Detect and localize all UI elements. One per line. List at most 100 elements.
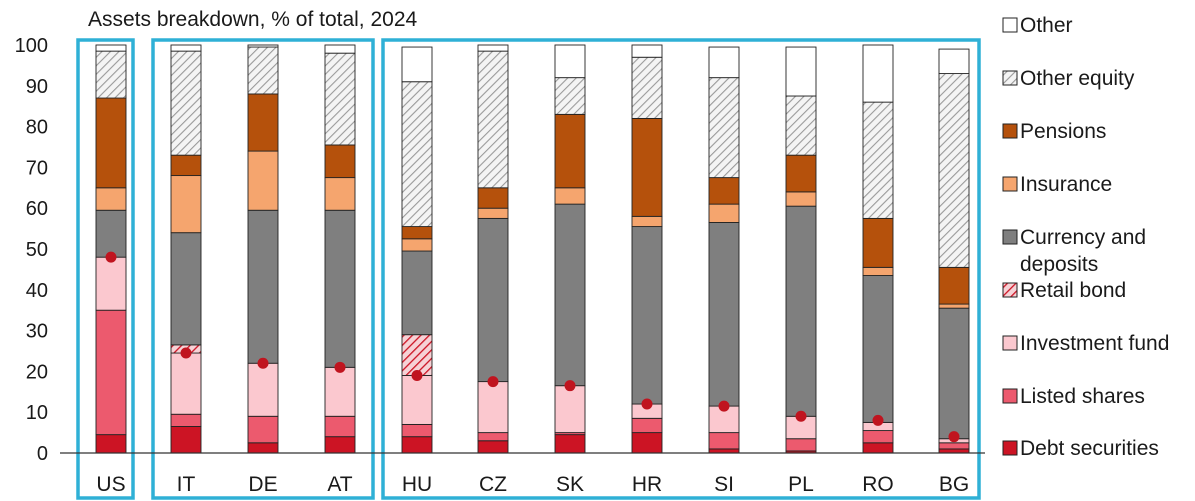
bar-segment-other-equity-ro — [862, 101, 894, 219]
y-tick-label: 40 — [26, 280, 48, 302]
y-tick-label: 100 — [15, 35, 48, 57]
bar-segment-debt-securities-hr — [631, 432, 663, 454]
marker-pl — [795, 410, 807, 422]
bar-segment-investment-fund-it — [170, 352, 202, 415]
bar-segment-currency-and-deposits-si — [708, 222, 740, 407]
x-tick-label-sk: SK — [556, 473, 584, 496]
x-tick-label-it: IT — [177, 473, 196, 496]
y-tick-label: 30 — [26, 321, 48, 343]
bar-segment-currency-and-deposits-hu — [401, 250, 433, 336]
bar-segment-other-bg — [938, 48, 970, 75]
bar-segment-listed-shares-at — [324, 415, 356, 438]
bar-stack-de — [247, 44, 279, 454]
marker-hu — [411, 369, 423, 381]
bar-segment-other-equity-hu — [401, 81, 433, 228]
legend-item-pensions: Pensions — [1002, 120, 1106, 143]
bar-segment-insurance-sk — [554, 187, 586, 205]
bar-segment-other-de — [247, 44, 279, 48]
bar-segment-listed-shares-cz — [477, 432, 509, 442]
marker-ro — [872, 414, 884, 426]
legend-label-investment-fund: Investment fund — [1020, 332, 1169, 355]
bar-segment-pensions-us — [95, 97, 127, 189]
bar-segment-currency-and-deposits-ro — [862, 275, 894, 423]
chart-title: Assets breakdown, % of total, 2024 — [88, 8, 418, 31]
bar-stack-pl — [785, 46, 817, 454]
bar-segment-other-equity-hr — [631, 56, 663, 119]
legend-swatch-currency-and-deposits — [1002, 229, 1018, 245]
bar-segment-insurance-hr — [631, 215, 663, 228]
bar-segment-pensions-hu — [401, 226, 433, 240]
marker-de — [257, 357, 269, 369]
bar-segment-other-pl — [785, 46, 817, 97]
bar-segment-debt-securities-hu — [401, 436, 433, 454]
legend: Other Other equity Pensions Insurance Curren… — [1002, 14, 1169, 460]
bar-segment-pensions-cz — [477, 187, 509, 209]
bar-segment-investment-fund-at — [324, 366, 356, 417]
bar-segment-insurance-pl — [785, 191, 817, 207]
legend-swatch-other — [1002, 17, 1018, 33]
legend-label-listed-shares: Listed shares — [1020, 385, 1145, 408]
bar-segment-other-si — [708, 46, 740, 79]
bar-segment-pensions-ro — [862, 217, 894, 268]
legend-label-currency-and-deposits: deposits — [1020, 253, 1098, 276]
bar-segment-other-equity-at — [324, 52, 356, 146]
bar-segment-debt-securities-ro — [862, 442, 894, 454]
legend-label-pensions: Pensions — [1020, 120, 1106, 143]
bar-segment-other-hu — [401, 46, 433, 83]
bar-segment-other-cz — [477, 44, 509, 52]
bar-segment-debt-securities-bg — [938, 448, 970, 454]
bar-segment-investment-fund-hu — [401, 375, 433, 425]
bar-segment-other-equity-us — [95, 50, 127, 99]
marker-bg — [948, 431, 960, 443]
marker-at — [334, 361, 346, 373]
legend-label-other-equity: Other equity — [1020, 67, 1135, 90]
bars — [95, 44, 970, 454]
x-tick-label-at: AT — [327, 473, 352, 496]
bar-segment-insurance-si — [708, 203, 740, 223]
bar-segment-other-equity-pl — [785, 95, 817, 156]
bar-segment-debt-securities-sk — [554, 434, 586, 454]
bar-segment-listed-shares-si — [708, 432, 740, 450]
legend-item-insurance: Insurance — [1002, 173, 1112, 196]
bar-segment-debt-securities-at — [324, 436, 356, 454]
bar-stack-hu — [401, 46, 433, 454]
bar-segment-listed-shares-ro — [862, 430, 894, 444]
group-box-3 — [381, 38, 981, 500]
bar-segment-currency-and-deposits-us — [95, 209, 127, 258]
legend-swatch-other-equity — [1002, 70, 1018, 86]
bar-segment-debt-securities-it — [170, 426, 202, 454]
x-tick-label-cz: CZ — [479, 473, 507, 496]
marker-us — [105, 251, 117, 263]
legend-label-other: Other — [1020, 14, 1073, 37]
x-tick-label-ro: RO — [862, 473, 894, 496]
bar-segment-currency-and-deposits-at — [324, 209, 356, 368]
legend-item-other: Other — [1002, 14, 1073, 37]
x-tick-label-de: DE — [248, 473, 277, 496]
legend-item-investment-fund: Investment fund — [1002, 332, 1169, 355]
y-tick-label: 80 — [26, 117, 48, 139]
bar-segment-debt-securities-us — [95, 434, 127, 454]
bar-stack-ro — [862, 44, 894, 454]
group-box-2 — [151, 38, 375, 500]
bar-segment-currency-and-deposits-it — [170, 232, 202, 346]
bar-segment-pensions-pl — [785, 154, 817, 193]
bar-segment-other-equity-si — [708, 77, 740, 179]
y-tick-label: 10 — [26, 402, 48, 424]
bar-segment-currency-and-deposits-de — [247, 209, 279, 364]
bar-stack-at — [324, 44, 356, 454]
legend-item-debt-securities: Debt securities — [1002, 437, 1159, 460]
bar-segment-insurance-hu — [401, 238, 433, 252]
bar-segment-other-ro — [862, 44, 894, 103]
bar-segment-pensions-at — [324, 144, 356, 179]
bar-segment-currency-and-deposits-pl — [785, 205, 817, 417]
marker-cz — [487, 376, 499, 388]
bar-segment-investment-fund-us — [95, 256, 127, 311]
bar-stack-bg — [938, 48, 970, 454]
bar-segment-pensions-bg — [938, 266, 970, 305]
marker-it — [180, 347, 192, 359]
bar-segment-listed-shares-us — [95, 309, 127, 436]
bar-segment-other-equity-bg — [938, 73, 970, 268]
bar-segment-insurance-ro — [862, 266, 894, 276]
y-axis: 0 10 20 30 40 50 60 70 80 90 100 — [15, 35, 48, 465]
